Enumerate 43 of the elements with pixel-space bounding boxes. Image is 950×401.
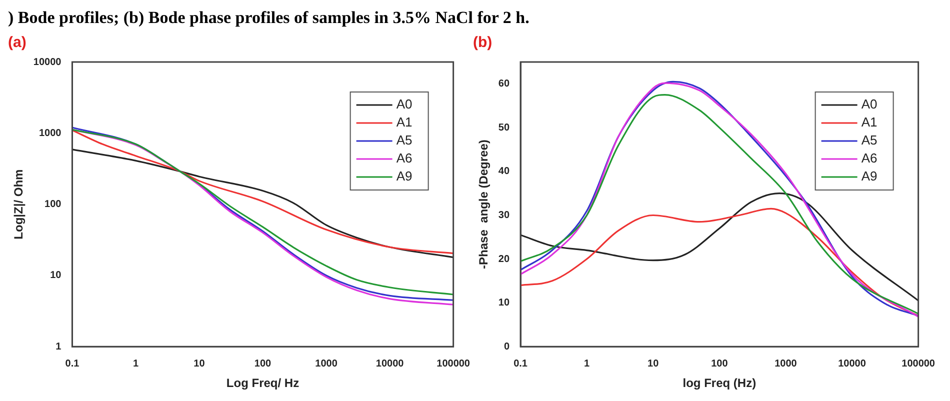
y-tick-label: 20 <box>498 254 510 265</box>
legend-label: A6 <box>396 150 412 166</box>
y-tick-label: 10000 <box>33 56 62 68</box>
x-tick-label: 0.1 <box>514 358 528 370</box>
legend-label: A5 <box>861 132 878 148</box>
x-tick-label: 100 <box>254 358 272 370</box>
x-tick-label: 10 <box>648 358 660 370</box>
legend-label: A6 <box>861 150 878 166</box>
legend-label: A0 <box>861 96 878 112</box>
chart-title: (b) <box>473 34 492 52</box>
x-tick-label: 1 <box>132 358 139 370</box>
x-tick-label: 1000 <box>774 358 798 370</box>
legend-label: A5 <box>396 132 412 148</box>
x-tick-label: 10000 <box>376 358 404 370</box>
x-tick-label: 100 <box>711 358 728 370</box>
legend-label: A1 <box>396 114 412 130</box>
legend-label: A9 <box>861 168 878 184</box>
y-tick-label: 1 <box>56 341 62 352</box>
x-axis-title: log Freq (Hz) <box>682 376 756 390</box>
x-axis-title: Log Freq/ Hz <box>226 376 300 390</box>
legend-label: A0 <box>396 96 412 112</box>
x-tick-label: 0.1 <box>65 358 80 370</box>
y-tick-label: 1000 <box>38 128 62 139</box>
y-tick-label: 0 <box>504 341 510 352</box>
y-tick-label: 30 <box>498 210 510 221</box>
legend-label: A1 <box>861 114 878 130</box>
y-axis-title: Log|Z|/ Ohm <box>12 169 26 240</box>
y-axis-title: -Phase angle (Degree) <box>476 140 491 269</box>
y-tick-label: 50 <box>498 122 510 134</box>
x-tick-label: 1 <box>584 358 590 370</box>
text: ) Bode profiles; (b) Bode phase profiles of samples in 3.5% NaCl for 2 h. <box>8 8 530 29</box>
x-tick-label: 1000 <box>315 358 338 370</box>
y-tick-label: 10 <box>50 270 62 282</box>
x-tick-label: 10000 <box>838 358 866 370</box>
y-tick-label: 40 <box>498 166 510 178</box>
y-tick-label: 10 <box>498 298 510 309</box>
chart-title: (a) <box>8 34 26 52</box>
y-tick-label: 100 <box>44 199 62 210</box>
y-tick-label: 60 <box>498 78 510 90</box>
x-tick-label: 100000 <box>902 358 936 370</box>
x-tick-label: 100000 <box>436 358 470 370</box>
legend-label: A9 <box>396 168 412 184</box>
x-tick-label: 10 <box>194 358 206 370</box>
